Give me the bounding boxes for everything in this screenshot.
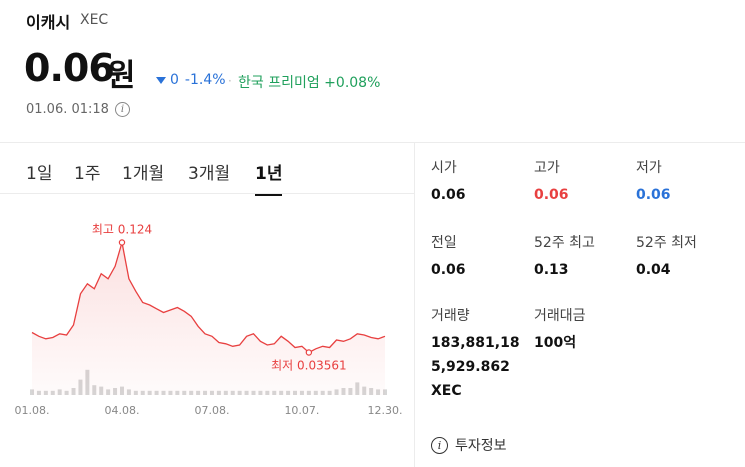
price-change: 0 -1.4% (156, 72, 232, 88)
stat-52w-low-label: 52주 최저 (636, 235, 697, 251)
tab-1month[interactable]: 1개월 (122, 164, 165, 184)
stat-low: 저가 0.06 (636, 157, 671, 207)
x-tick-label: 10.07. (284, 404, 319, 417)
info-icon[interactable]: i (114, 102, 130, 117)
stats-panel: 시가 0.06 고가 0.06 저가 0.06 전일 0.06 52주 최고 0… (415, 143, 745, 433)
stat-volume-line2: 5,929.862 (431, 359, 510, 375)
stat-open-value: 0.06 (431, 187, 466, 203)
x-tick-label: 07.08. (194, 404, 229, 417)
x-tick-label: 01.08. (15, 404, 50, 417)
high-marker (118, 239, 126, 246)
period-tabs: 1일 1주 1개월 3개월 1년 (0, 143, 414, 196)
stat-high: 고가 0.06 (534, 157, 569, 207)
stat-high-label: 고가 (534, 160, 560, 176)
vertical-divider (414, 143, 415, 467)
stat-prev-label: 전일 (431, 235, 457, 251)
coin-name: 이캐시 (26, 13, 71, 32)
tab-3month[interactable]: 3개월 (188, 164, 231, 184)
info-icon: i (431, 436, 448, 454)
stat-open-label: 시가 (431, 160, 457, 176)
stat-turnover: 거래대금 100억 (534, 305, 586, 355)
separator-dot: · (228, 74, 232, 88)
tab-1year[interactable]: 1년 (255, 159, 283, 196)
low-marker (305, 349, 313, 356)
stat-high-value: 0.06 (534, 187, 569, 203)
x-tick-label: 12.30. (368, 404, 403, 417)
stat-prev-value: 0.06 (431, 262, 466, 278)
stat-52w-high-value: 0.13 (534, 262, 569, 278)
stat-52w-high: 52주 최고 0.13 (534, 232, 595, 282)
stat-turnover-value: 100억 (534, 335, 577, 351)
stat-52w-low: 52주 최저 0.04 (636, 232, 697, 282)
timestamp-text: 01.06. 01:18 (26, 102, 109, 117)
price-unit: 원 (107, 58, 136, 94)
tab-1day[interactable]: 1일 (26, 164, 53, 184)
stat-52w-low-value: 0.04 (636, 262, 671, 278)
down-arrow-icon (156, 76, 166, 84)
stat-low-value: 0.06 (636, 187, 671, 203)
stat-volume-value: 183,881,18 5,929.862 XEC (431, 331, 520, 403)
x-tick-label: 04.08. (104, 404, 139, 417)
current-price: 0.06 (24, 46, 115, 90)
stat-open: 시가 0.06 (431, 157, 466, 207)
stat-turnover-label: 거래대금 (534, 308, 586, 324)
price-timestamp: 01.06. 01:18 i (26, 102, 130, 117)
coin-ticker: XEC (80, 12, 109, 28)
invest-info-link[interactable]: i 투자정보 (431, 435, 507, 455)
price-header: 이캐시 XEC 0.06 원 0 -1.4% · 한국 프리미엄 +0.08% … (0, 0, 745, 143)
stat-volume-label: 거래량 (431, 308, 470, 324)
high-label: 최고 0.124 (92, 223, 152, 237)
low-label: 최저 0.03561 (271, 359, 347, 373)
stat-prev: 전일 0.06 (431, 232, 466, 282)
stat-low-label: 저가 (636, 160, 662, 176)
price-line (31, 242, 386, 354)
invest-info-label: 투자정보 (455, 438, 507, 454)
price-area (32, 242, 385, 395)
stat-52w-high-label: 52주 최고 (534, 235, 595, 251)
change-percent: -1.4% (184, 72, 226, 88)
stat-volume-line1: 183,881,18 (431, 335, 520, 351)
korea-premium: 한국 프리미엄 +0.08% (238, 75, 381, 91)
stat-volume-line3: XEC (431, 383, 462, 399)
change-absolute: 0 (170, 72, 179, 88)
stat-volume: 거래량 183,881,18 5,929.862 XEC (431, 305, 520, 403)
price-chart[interactable]: 최고 0.124 최저 0.03561 01.08. 04.08. 07.08. 10.… (0, 195, 414, 425)
price-chart-svg: 최고 0.124 최저 0.03561 01.08. 04.08. 07.08. 10.… (15, 223, 403, 418)
tab-1week[interactable]: 1주 (74, 164, 101, 184)
